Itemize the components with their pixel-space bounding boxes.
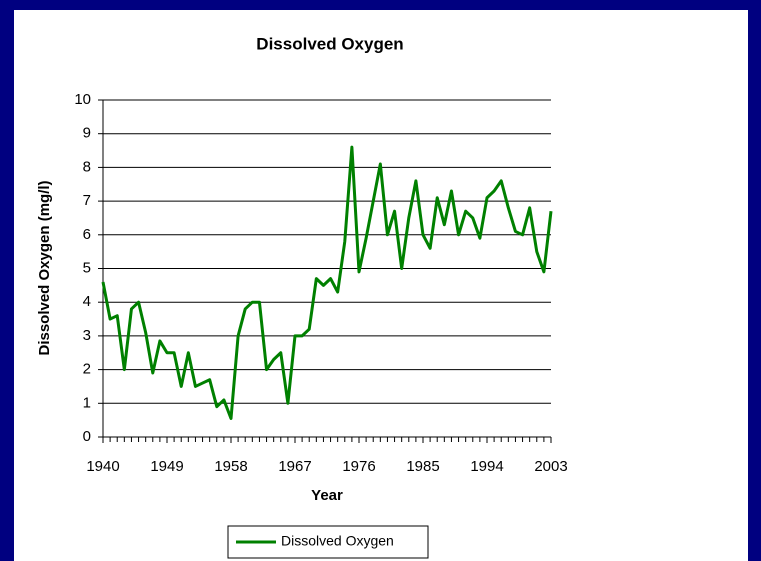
y-tick-label: 0: [83, 428, 91, 445]
y-tick-label: 6: [83, 226, 91, 243]
x-tick-label: 1958: [214, 458, 247, 475]
x-axis-label: Year: [311, 487, 343, 504]
y-tick-label: 4: [83, 293, 91, 310]
x-tick-label: 1976: [342, 458, 375, 475]
x-tick-label: 1967: [278, 458, 311, 475]
x-tick-label: 1940: [86, 458, 119, 475]
x-tick-label: 1949: [150, 458, 183, 475]
y-tick-label: 8: [83, 158, 91, 175]
y-tick-label: 7: [83, 192, 91, 209]
y-tick-label: 1: [83, 394, 91, 411]
y-axis-label: Dissolved Oxygen (mg/l): [36, 180, 53, 355]
y-tick-label: 9: [83, 125, 91, 142]
x-tick-label: 1985: [406, 458, 439, 475]
y-tick-label: 5: [83, 259, 91, 276]
x-tick-label: 1994: [470, 458, 503, 475]
legend-label: Dissolved Oxygen: [281, 533, 394, 549]
chart-area: [14, 10, 748, 561]
data-line: [101, 145, 553, 420]
chart-title: Dissolved Oxygen: [256, 34, 403, 53]
y-tick-label: 3: [83, 327, 91, 344]
y-tick-label: 2: [83, 361, 91, 378]
x-tick-label: 2003: [534, 458, 567, 475]
y-tick-label: 10: [74, 91, 91, 108]
